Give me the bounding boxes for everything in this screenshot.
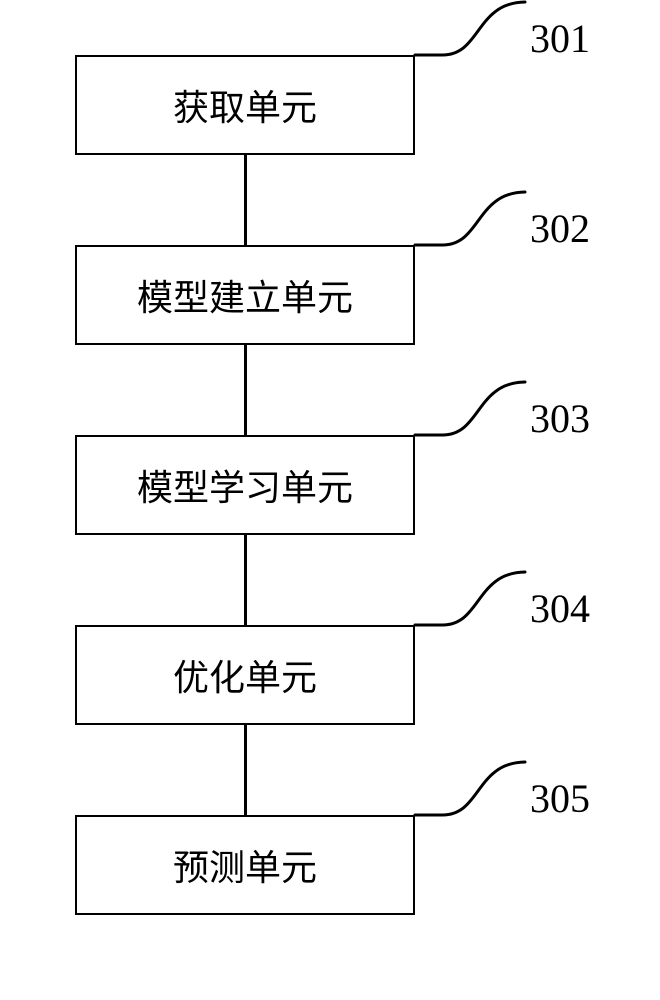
node-label-n304: 优化单元: [173, 649, 317, 701]
callout-curve-n304: [415, 570, 525, 625]
node-label-n305: 预测单元: [173, 839, 317, 891]
flowchart-canvas: 获取单元 301 模型建立单元 302 模型学习单元 303 优化单元 304 预测单元 305: [0, 0, 660, 1000]
callout-curve-n305: [415, 760, 525, 815]
edge-n304-n305: [244, 725, 247, 815]
edge-n301-n302: [244, 155, 247, 245]
node-label-n302: 模型建立单元: [137, 269, 353, 321]
node-label-n301: 获取单元: [173, 79, 317, 131]
callout-label-n302: 302: [530, 205, 590, 252]
node-label-n303: 模型学习单元: [137, 459, 353, 511]
node-n303: 模型学习单元: [75, 435, 415, 535]
callout-label-n304: 304: [530, 585, 590, 632]
edge-n303-n304: [244, 535, 247, 625]
callout-label-n305: 305: [530, 775, 590, 822]
callout-curve-n301: [415, 0, 525, 55]
node-n302: 模型建立单元: [75, 245, 415, 345]
callout-curve-n302: [415, 190, 525, 245]
callout-label-n303: 303: [530, 395, 590, 442]
callout-label-n301: 301: [530, 15, 590, 62]
node-n304: 优化单元: [75, 625, 415, 725]
edge-n302-n303: [244, 345, 247, 435]
node-n305: 预测单元: [75, 815, 415, 915]
callout-curve-n303: [415, 380, 525, 435]
node-n301: 获取单元: [75, 55, 415, 155]
